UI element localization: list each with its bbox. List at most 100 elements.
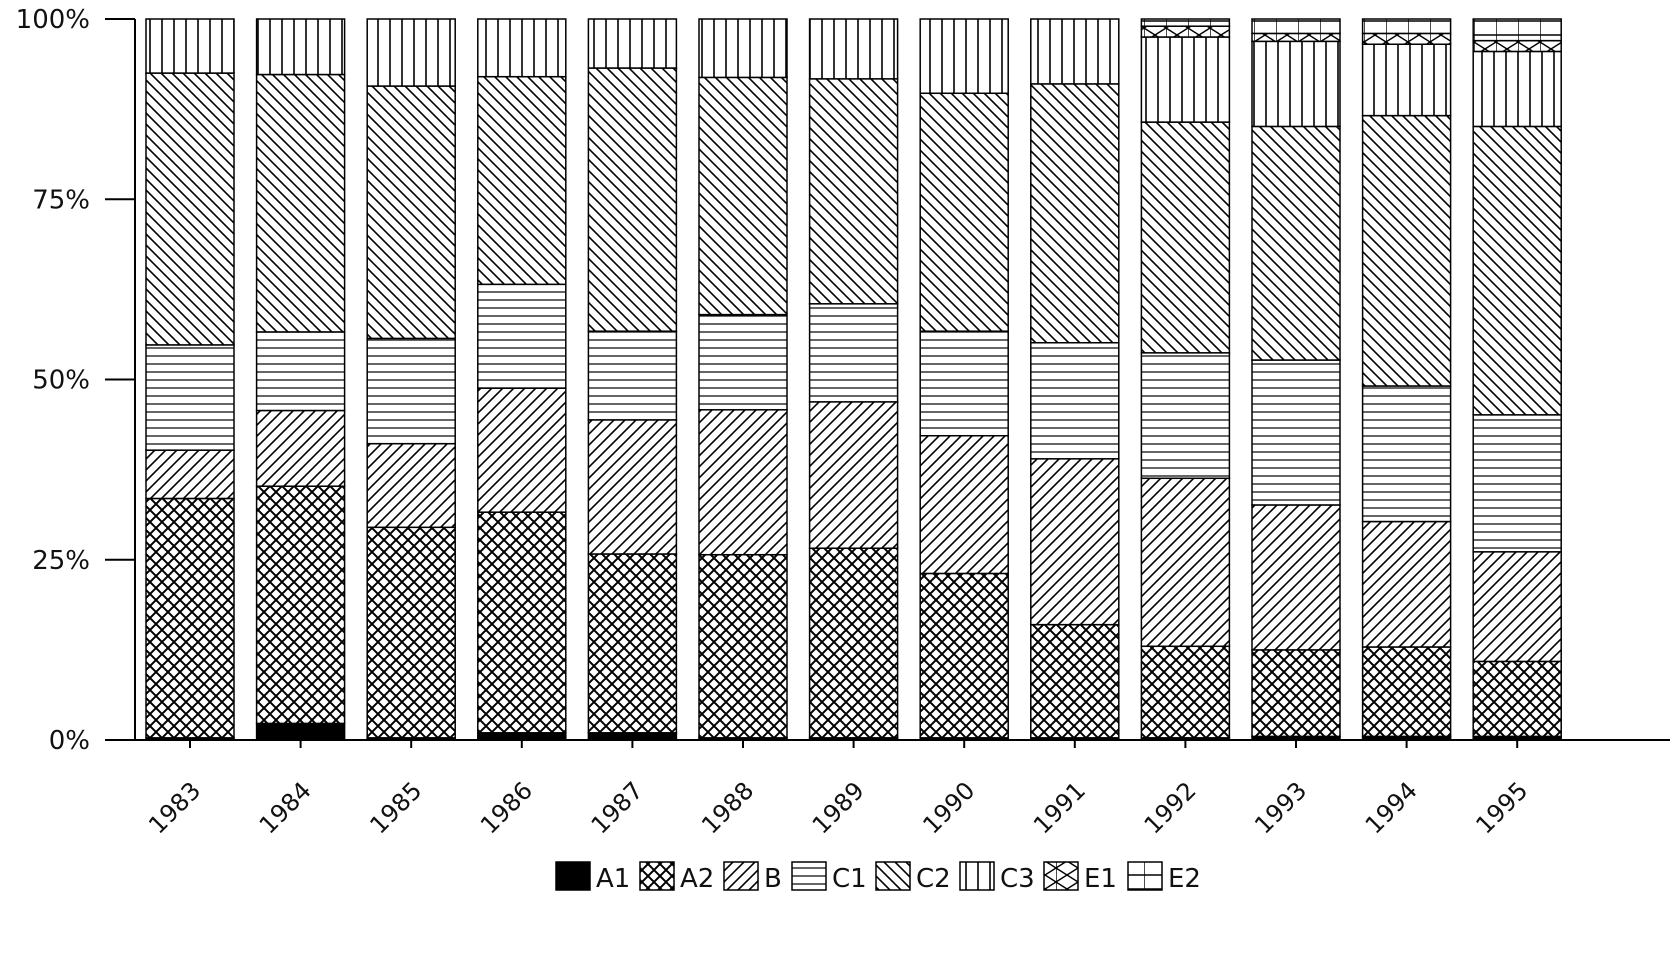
legend-item-C2: C2 xyxy=(875,861,951,894)
bar-segment-A2-1984 xyxy=(255,485,346,725)
x-tick-label: 1986 xyxy=(475,776,538,839)
bar-segment-C1-1993 xyxy=(1251,359,1341,506)
bar-segment-C2-1991 xyxy=(1030,83,1120,344)
bar-segment-A2-1995 xyxy=(1472,660,1562,738)
bar-segment-A2-1987 xyxy=(587,553,678,734)
bar-stack-1983 xyxy=(145,18,235,741)
bar-segment-C3-1989 xyxy=(808,18,899,80)
bar-segment-E1-1995 xyxy=(1472,39,1562,53)
bar-segment-C1-1986 xyxy=(477,283,567,389)
x-tick-label: 1991 xyxy=(1028,776,1091,839)
legend-swatch-E1 xyxy=(1043,861,1079,891)
bar-segment-B-1994 xyxy=(1361,520,1452,648)
bar-segment-B-1995 xyxy=(1472,551,1562,663)
legend-swatch-B xyxy=(723,861,759,891)
bar-stack-1992 xyxy=(1140,18,1231,741)
x-tick-label: 1984 xyxy=(254,776,317,839)
bar-segment-C1-1988 xyxy=(698,313,788,411)
bar-segment-C3-1990 xyxy=(919,18,1009,95)
y-tick-label: 100% xyxy=(16,5,90,35)
legend-item-C1: C1 xyxy=(791,861,867,894)
bar-segment-A1-1984 xyxy=(255,722,346,741)
bar-segment-E2-1992 xyxy=(1140,18,1231,27)
y-tick-label: 25% xyxy=(32,546,90,576)
bar-stack-1995 xyxy=(1472,18,1562,741)
bar-segment-B-1990 xyxy=(919,434,1009,575)
x-tick-label: 1988 xyxy=(696,776,759,839)
bar-segment-A2-1994 xyxy=(1361,646,1452,738)
legend-item-A1: A1 xyxy=(555,861,630,894)
bar-segment-C3-1984 xyxy=(255,18,346,76)
bar-stack-1989 xyxy=(808,18,899,741)
x-tick-label: 1994 xyxy=(1360,776,1423,839)
bar-segment-C2-1990 xyxy=(919,92,1009,332)
bar-stack-1990 xyxy=(919,18,1009,741)
bar-segment-C3-1988 xyxy=(698,18,788,79)
legend-label-E2: E2 xyxy=(1168,864,1201,894)
bar-segment-C1-1987 xyxy=(587,330,678,421)
bar-segment-B-1986 xyxy=(477,387,567,513)
y-tick-label: 75% xyxy=(32,185,90,215)
bar-segment-A2-1993 xyxy=(1251,649,1341,738)
bar-segment-B-1984 xyxy=(255,409,346,487)
bar-segment-C1-1984 xyxy=(255,331,346,412)
bar-segment-E2-1993 xyxy=(1251,18,1341,35)
x-tick-label: 1990 xyxy=(917,776,980,839)
bar-segment-A2-1989 xyxy=(808,547,899,739)
bar-segment-B-1993 xyxy=(1251,504,1341,651)
bar-segment-B-1989 xyxy=(808,401,899,549)
bar-segment-A2-1988 xyxy=(698,553,788,739)
bar-segment-C2-1986 xyxy=(477,75,567,286)
legend-label-B: B xyxy=(764,864,782,894)
axis-layer: 0% 25% 50% 75% 100% xyxy=(16,5,1670,756)
bar-segment-A2-1992 xyxy=(1140,645,1231,739)
legend-swatch-C2 xyxy=(875,861,911,891)
bar-segment-C1-1983 xyxy=(145,344,235,451)
legend-label-C2: C2 xyxy=(916,864,951,894)
bar-stack-1991 xyxy=(1030,18,1120,741)
legend-label-E1: E1 xyxy=(1084,864,1117,894)
bar-segment-C3-1994 xyxy=(1361,43,1452,117)
x-tick-labels: 1983 1984 1985 1986 1987 1988 1989 1990 1991 1992… xyxy=(143,740,1533,839)
legend-label-A1: A1 xyxy=(596,864,630,894)
bar-segment-C2-1985 xyxy=(366,85,456,340)
bar-stack-1987 xyxy=(587,18,678,741)
bar-segment-C2-1995 xyxy=(1472,125,1562,416)
bar-stack-1986 xyxy=(477,18,567,741)
legend: A1 A2 B C1 C2 C3 E1 E2 xyxy=(555,861,1201,894)
x-tick-label: 1989 xyxy=(807,776,870,839)
bar-segment-B-1991 xyxy=(1030,458,1120,626)
legend-item-A2: A2 xyxy=(639,861,714,894)
bar-segment-E2-1995 xyxy=(1472,18,1562,42)
legend-item-C3: C3 xyxy=(959,861,1035,894)
bar-segment-C3-1993 xyxy=(1251,40,1341,128)
bar-segment-C2-1987 xyxy=(587,67,678,332)
y-tick-label: 0% xyxy=(49,726,90,756)
bar-stack-1988 xyxy=(698,18,788,741)
bar-segment-C2-1984 xyxy=(255,73,346,333)
x-tick-label: 1993 xyxy=(1249,776,1312,839)
bar-stack-1993 xyxy=(1251,18,1341,741)
bar-segment-A1-1987 xyxy=(587,732,678,741)
legend-swatch-E2 xyxy=(1127,861,1163,891)
bar-segment-C2-1993 xyxy=(1251,125,1341,361)
bar-segment-C2-1994 xyxy=(1361,114,1452,387)
bar-segment-A2-1983 xyxy=(145,497,235,739)
bar-stack-1984 xyxy=(255,18,346,741)
bar-segment-B-1992 xyxy=(1140,477,1231,648)
x-tick-label: 1983 xyxy=(143,776,206,839)
bar-segment-C1-1990 xyxy=(919,330,1009,437)
bar-segment-C2-1989 xyxy=(808,78,899,305)
bar-segment-E2-1994 xyxy=(1361,18,1452,35)
legend-label-C3: C3 xyxy=(1000,864,1035,894)
bar-segment-C3-1987 xyxy=(587,18,678,69)
legend-item-B: B xyxy=(723,861,782,894)
y-tick-label: 50% xyxy=(32,366,90,396)
x-tick-label: 1995 xyxy=(1470,776,1533,839)
bar-segment-E1-1994 xyxy=(1361,32,1452,45)
legend-swatch-A2 xyxy=(639,861,675,891)
bar-segment-C1-1995 xyxy=(1472,414,1562,553)
bar-segment-C1-1985 xyxy=(366,337,456,445)
bar-segment-C1-1991 xyxy=(1030,341,1120,460)
